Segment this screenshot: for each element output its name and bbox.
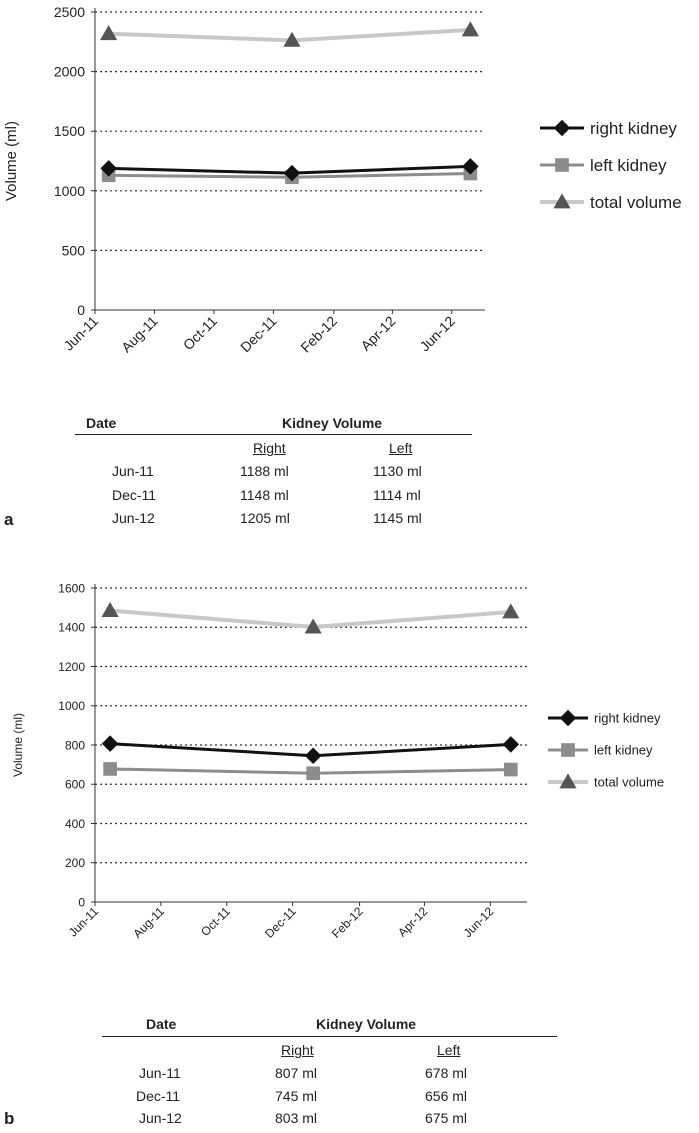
table-rule: [102, 1036, 557, 1037]
table-subheader-right: Right: [253, 440, 286, 456]
table-header-kidney-volume: Kidney Volume: [282, 415, 383, 431]
volume-table-a: Date Kidney Volume Right Left Jun-11 118…: [0, 0, 699, 545]
data-point-total-volume: [101, 601, 119, 618]
table-header-date: Date: [86, 415, 117, 431]
data-point-right-kidney: [100, 160, 117, 177]
y-tick-label: 1200: [58, 660, 85, 674]
data-point-right-kidney: [101, 735, 119, 752]
table-cell-left: 1130 ml: [373, 463, 422, 479]
legend-label: right kidney: [590, 119, 677, 138]
data-point-right-kidney: [283, 164, 301, 182]
legend-marker: [553, 119, 571, 137]
table-cell-date: Jun-11: [112, 463, 154, 479]
legend-label: left kidney: [590, 156, 667, 175]
data-point-left-kidney: [103, 762, 117, 776]
legend-marker: [559, 773, 577, 789]
table-cell-left: 675 ml: [425, 1110, 468, 1126]
y-tick-label: 600: [65, 778, 85, 792]
y-tick-label: 2000: [54, 64, 85, 80]
y-tick-label: 500: [62, 242, 86, 258]
y-tick-label: 1000: [58, 699, 85, 713]
data-point-total-volume: [461, 21, 479, 37]
table-subheader-left: Left: [437, 1042, 461, 1058]
table-cell-right: 807 ml: [275, 1065, 318, 1081]
y-tick-label: 200: [65, 856, 85, 870]
data-point-left-kidney: [306, 766, 320, 781]
table-cell-right: 1205 ml: [240, 510, 290, 526]
table-cell-left: 656 ml: [425, 1088, 468, 1104]
table-cell-date: Jun-12: [139, 1110, 182, 1126]
table-cell-date: Jun-11: [139, 1065, 181, 1081]
table-cell-date: Dec-11: [136, 1088, 181, 1104]
y-tick-label: 0: [78, 895, 85, 909]
y-tick-label: 1500: [54, 123, 85, 139]
y-axis-title: Volume (ml): [11, 713, 25, 777]
data-point-right-kidney: [462, 158, 479, 175]
data-point-total-volume: [304, 618, 322, 634]
y-tick-label: 1600: [58, 581, 85, 595]
table-cell-right: 745 ml: [275, 1088, 318, 1104]
table-subheader-right: Right: [281, 1042, 314, 1058]
panel-label-a: a: [4, 510, 14, 529]
legend-marker: [561, 743, 575, 757]
y-tick-label: 1400: [58, 621, 85, 635]
panel-a: 0 500 1000 1500 2000 2500 Jun-11 Aug-11 Oct-11 De…: [0, 0, 699, 545]
data-point-right-kidney: [502, 736, 520, 753]
table-cell-left: 1114 ml: [373, 487, 421, 503]
y-tick-label: 1000: [54, 183, 85, 199]
data-point-right-kidney: [304, 747, 322, 765]
data-point-total-volume: [283, 31, 301, 47]
table-cell-left: 678 ml: [425, 1065, 468, 1081]
legend-label: total volume: [590, 193, 682, 212]
volume-table-b: Date Kidney Volume Right Left Jun-11 807…: [0, 570, 699, 1133]
table-cell-left: 1145 ml: [373, 510, 422, 526]
table-subheader-left: Left: [389, 440, 413, 456]
y-axis-title: Volume (ml): [3, 121, 20, 201]
legend-label: right kidney: [594, 711, 661, 726]
y-tick-label: 400: [65, 817, 85, 831]
y-tick-label: 0: [77, 302, 85, 318]
table-cell-date: Jun-12: [112, 510, 155, 526]
table-cell-date: Dec-11: [112, 487, 157, 503]
legend-label: total volume: [594, 775, 664, 790]
panel-b: 0 200 400 600 800 1000 1200 1400 1600 Jun-11 Aug-1…: [0, 570, 699, 1133]
table-header-date: Date: [146, 1016, 177, 1032]
y-tick-label: 2500: [54, 4, 85, 20]
legend-marker: [559, 709, 577, 727]
y-tick-label: 800: [65, 738, 85, 752]
table-header-kidney-volume: Kidney Volume: [316, 1016, 417, 1032]
table-rule: [75, 434, 472, 435]
data-point-total-volume: [502, 603, 520, 619]
panel-label-b: b: [4, 1109, 15, 1128]
legend-label: left kidney: [594, 743, 653, 758]
table-cell-right: 1188 ml: [240, 463, 289, 479]
data-point-total-volume: [100, 25, 118, 41]
table-cell-right: 803 ml: [275, 1110, 318, 1126]
data-point-left-kidney: [503, 762, 518, 777]
legend-marker: [555, 158, 569, 172]
legend-marker: [553, 193, 571, 209]
table-cell-right: 1148 ml: [240, 487, 289, 503]
